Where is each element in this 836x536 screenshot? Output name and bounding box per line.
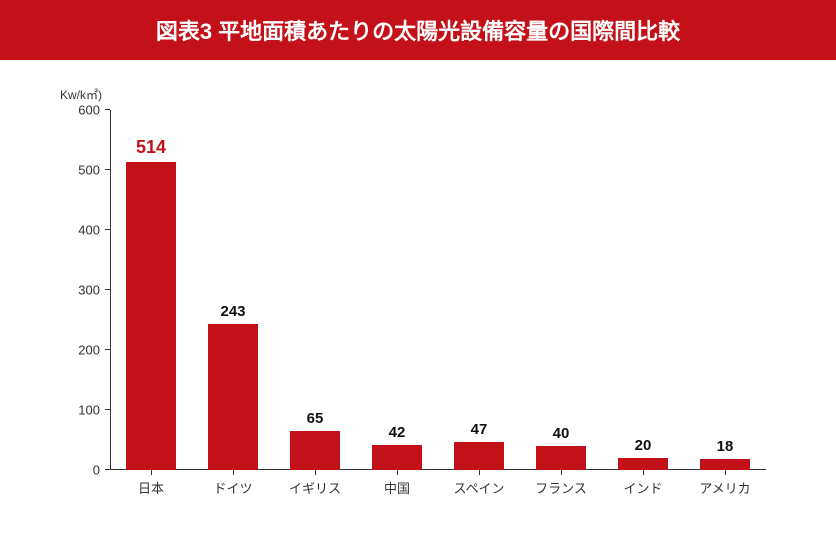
plot-area: 514日本243ドイツ65イギリス42中国47スペイン40フランス20インド18… <box>110 110 766 470</box>
bar-slot: 65イギリス <box>274 110 356 470</box>
bar-slot: 40フランス <box>520 110 602 470</box>
y-tick-mark <box>105 169 110 170</box>
x-tick-mark <box>233 470 234 475</box>
x-tick-mark <box>479 470 480 475</box>
y-tick-label: 600 <box>60 103 100 118</box>
bar <box>536 446 585 470</box>
y-tick-mark <box>105 109 110 110</box>
bars-group: 514日本243ドイツ65イギリス42中国47スペイン40フランス20インド18… <box>110 110 766 470</box>
x-tick-mark <box>643 470 644 475</box>
y-tick-label: 100 <box>60 403 100 418</box>
bar-value-label: 65 <box>274 410 356 431</box>
y-tick-label: 400 <box>60 223 100 238</box>
y-axis-unit-label: Kw/k㎡) <box>60 86 102 103</box>
chart-title: 図表3 平地面積あたりの太陽光設備容量の国際間比較 <box>156 19 680 44</box>
y-tick-mark <box>105 409 110 410</box>
y-tick-label: 300 <box>60 283 100 298</box>
bar-slot: 42中国 <box>356 110 438 470</box>
bar-slot: 20インド <box>602 110 684 470</box>
bar-slot: 47スペイン <box>438 110 520 470</box>
bar <box>126 162 175 470</box>
y-tick-mark <box>105 289 110 290</box>
bar <box>700 459 749 470</box>
bar-value-label: 18 <box>684 438 766 459</box>
bar-slot: 243ドイツ <box>192 110 274 470</box>
chart-title-bar: 図表3 平地面積あたりの太陽光設備容量の国際間比較 <box>0 0 836 60</box>
y-tick-label: 200 <box>60 343 100 358</box>
bar-value-label: 40 <box>520 425 602 446</box>
bar <box>290 431 339 470</box>
bar-value-label: 42 <box>356 424 438 445</box>
chart-container: Kw/k㎡) 514日本243ドイツ65イギリス42中国47スペイン40フランス… <box>60 90 776 510</box>
bar-slot: 514日本 <box>110 110 192 470</box>
y-tick-mark <box>105 469 110 470</box>
x-tick-mark <box>561 470 562 475</box>
bar <box>208 324 257 470</box>
bar <box>454 442 503 470</box>
y-tick-mark <box>105 349 110 350</box>
x-tick-mark <box>397 470 398 475</box>
bar-value-label: 514 <box>110 137 192 162</box>
bar <box>618 458 667 470</box>
x-tick-mark <box>315 470 316 475</box>
y-tick-label: 500 <box>60 163 100 178</box>
bar <box>372 445 421 470</box>
bar-value-label: 20 <box>602 437 684 458</box>
x-tick-mark <box>151 470 152 475</box>
bar-slot: 18アメリカ <box>684 110 766 470</box>
bar-value-label: 243 <box>192 303 274 324</box>
bar-value-label: 47 <box>438 421 520 442</box>
y-tick-label: 0 <box>60 463 100 478</box>
y-tick-mark <box>105 229 110 230</box>
x-tick-mark <box>725 470 726 475</box>
